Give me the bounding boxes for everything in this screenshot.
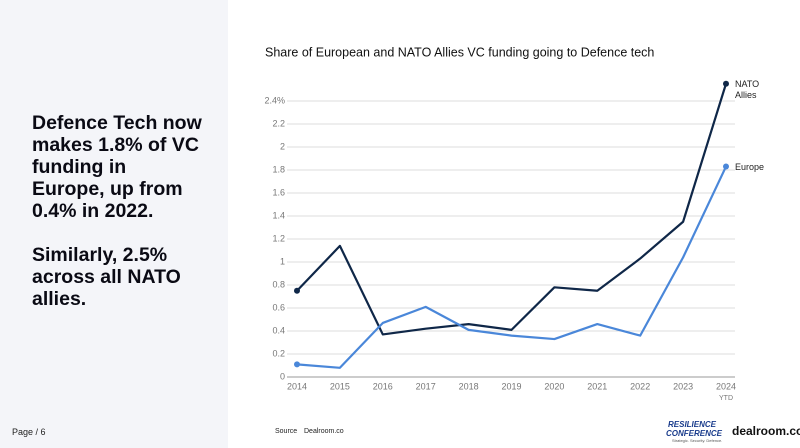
series-label: Europe (735, 161, 765, 172)
x-tick-label: 2023 (673, 381, 693, 391)
y-tick-label: 2 (280, 141, 285, 151)
logo-tagline: Strategic. Security. Defence. (672, 438, 723, 443)
x-tick-label: 2021 (587, 381, 607, 391)
series-line (296, 83, 728, 336)
source: Dealroom.co (304, 428, 344, 435)
series-line (296, 166, 727, 369)
end-point (723, 80, 729, 87)
logo-line: CONFERENCE (666, 429, 723, 438)
x-tick-label: 2024 (716, 381, 736, 391)
x-tick-label: 2015 (330, 381, 350, 391)
x-tick-note: YTD (719, 395, 733, 402)
x-tick-label: 2017 (416, 381, 436, 391)
chart-title: Share of European and NATO Allies VC fun… (265, 45, 654, 59)
end-point (294, 287, 300, 294)
y-tick-label: 0.4 (272, 325, 285, 335)
side-panel (0, 0, 228, 448)
end-point (294, 361, 300, 368)
page-label: Page / 6 (12, 427, 46, 437)
subline: Similarly, 2.5% across all NATO allies. (32, 244, 181, 310)
y-tick-label: 2.4% (264, 95, 285, 105)
y-tick-label: 2.2 (272, 118, 285, 128)
x-tick-label: 2022 (630, 381, 650, 391)
x-tick-label: 2016 (373, 381, 393, 391)
y-tick-label: 1.8 (272, 164, 285, 174)
series-label: NATO Allies (735, 78, 760, 100)
y-tick-label: 1.4 (272, 210, 285, 220)
y-tick-label: 0.6 (272, 302, 285, 312)
y-tick-label: 1 (280, 256, 285, 266)
brand: dealroom.co (732, 424, 800, 438)
x-tick-label: 2014 (287, 381, 307, 391)
source-label: Source (275, 428, 298, 435)
x-tick-label: 2019 (501, 381, 521, 391)
y-tick-label: 0 (280, 371, 285, 381)
x-tick-label: 2020 (544, 381, 564, 391)
headline: Defence Tech now makes 1.8% of VC fundin… (32, 112, 202, 222)
y-tick-label: 1.2 (272, 233, 285, 243)
y-tick-label: 0.8 (272, 279, 285, 289)
x-tick-label: 2018 (459, 381, 479, 391)
end-point (723, 163, 729, 170)
y-tick-label: 0.2 (272, 348, 285, 358)
logo-line: RESILIENCE (668, 420, 717, 429)
y-tick-label: 1.6 (272, 187, 285, 197)
